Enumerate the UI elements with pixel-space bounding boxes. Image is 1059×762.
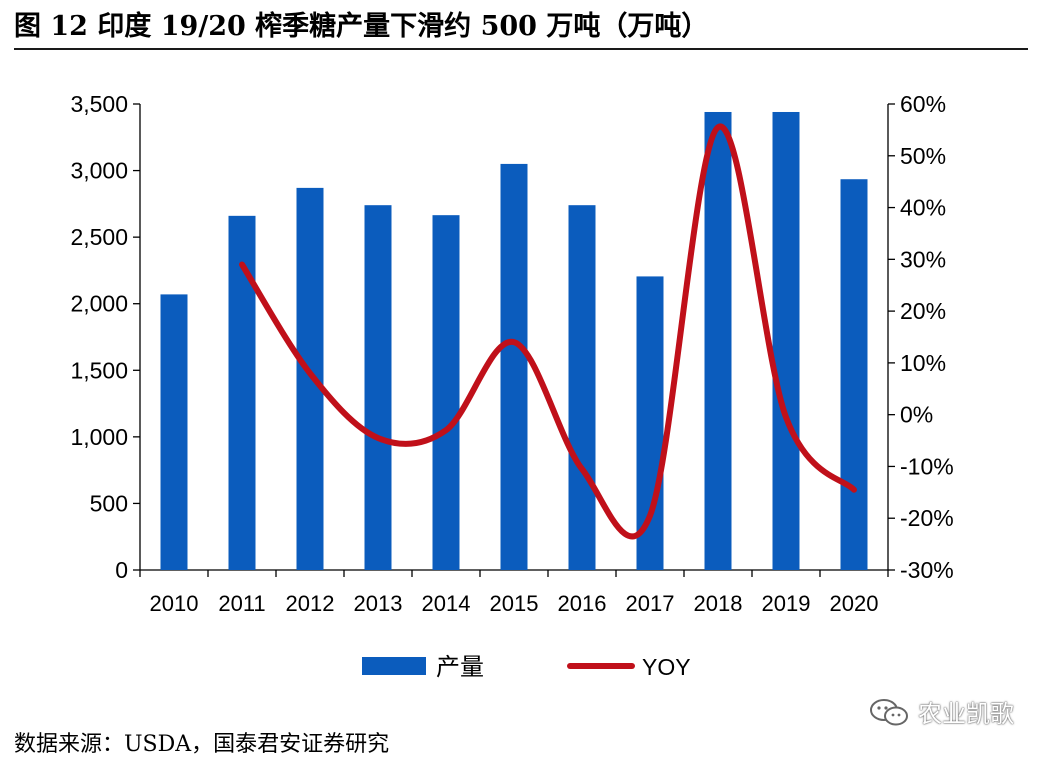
x-tick-label: 2010	[150, 591, 199, 616]
x-tick-label: 2011	[218, 591, 265, 616]
bar	[568, 205, 596, 570]
bar-line-chart: 0 500 1,000 1,500 2,000 2,500 3,000 3,500 -30% -2…	[70, 91, 953, 681]
y-left-tick-label: 1,000	[70, 424, 128, 450]
bar	[500, 163, 528, 570]
legend-label-bar: 产量	[436, 653, 484, 681]
watermark: 农业凯歌	[868, 694, 1014, 729]
chart-legend: 产量 YOY	[362, 653, 691, 681]
y-right-tick-label: 10%	[900, 350, 946, 376]
chat-bubbles-icon	[870, 698, 908, 725]
y-right-tick-label: 50%	[900, 143, 946, 169]
x-tick-label: 2012	[286, 591, 335, 616]
legend-swatch-bar	[362, 657, 426, 675]
bar	[636, 276, 664, 570]
bar	[840, 179, 868, 570]
bar	[296, 187, 324, 570]
y-left-tick-label: 3,000	[70, 158, 128, 184]
bar	[160, 294, 188, 570]
y-right-tick-label: -30%	[900, 557, 954, 583]
y-left-tick-label: 0	[115, 557, 128, 583]
bar	[704, 111, 732, 570]
bar	[772, 111, 800, 570]
y-right-tick-label: 30%	[900, 246, 946, 272]
y-left-tick-label: 2,000	[70, 291, 128, 317]
tick-labels: 0 500 1,000 1,500 2,000 2,500 3,000 3,500 -30% -2…	[70, 91, 953, 616]
source-note: 数据来源：USDA，国泰君安证券研究	[14, 732, 390, 757]
x-tick-label: 2016	[558, 591, 607, 616]
x-tick-label: 2019	[762, 591, 811, 616]
line-series	[239, 123, 857, 540]
x-tick-label: 2013	[354, 591, 403, 616]
watermark-text: 农业凯歌	[918, 700, 1014, 728]
x-tick-label: 2014	[422, 591, 471, 616]
y-left-tick-label: 1,500	[70, 357, 128, 383]
bar-series	[160, 111, 868, 570]
y-right-tick-label: 0%	[900, 402, 933, 428]
y-right-tick-label: 20%	[900, 298, 946, 324]
x-tick-label: 2020	[830, 591, 879, 616]
y-right-tick-label: -20%	[900, 505, 954, 531]
legend-label-line: YOY	[642, 654, 691, 680]
y-right-tick-label: -10%	[900, 453, 954, 479]
y-left-tick-label: 500	[90, 490, 128, 516]
x-tick-label: 2017	[626, 591, 675, 616]
y-right-tick-label: 60%	[900, 91, 946, 117]
bar	[432, 215, 460, 570]
y-left-tick-label: 2,500	[70, 224, 128, 250]
title-divider	[14, 48, 1028, 50]
x-tick-label: 2018	[694, 591, 743, 616]
y-right-tick-label: 40%	[900, 195, 946, 221]
yoy-line	[239, 123, 857, 540]
figure-title: 图 12 印度 19/20 榨季糖产量下滑约 500 万吨（万吨）	[14, 11, 709, 42]
x-tick-label: 2015	[490, 591, 539, 616]
y-left-tick-label: 3,500	[70, 91, 128, 117]
bar	[364, 205, 392, 570]
